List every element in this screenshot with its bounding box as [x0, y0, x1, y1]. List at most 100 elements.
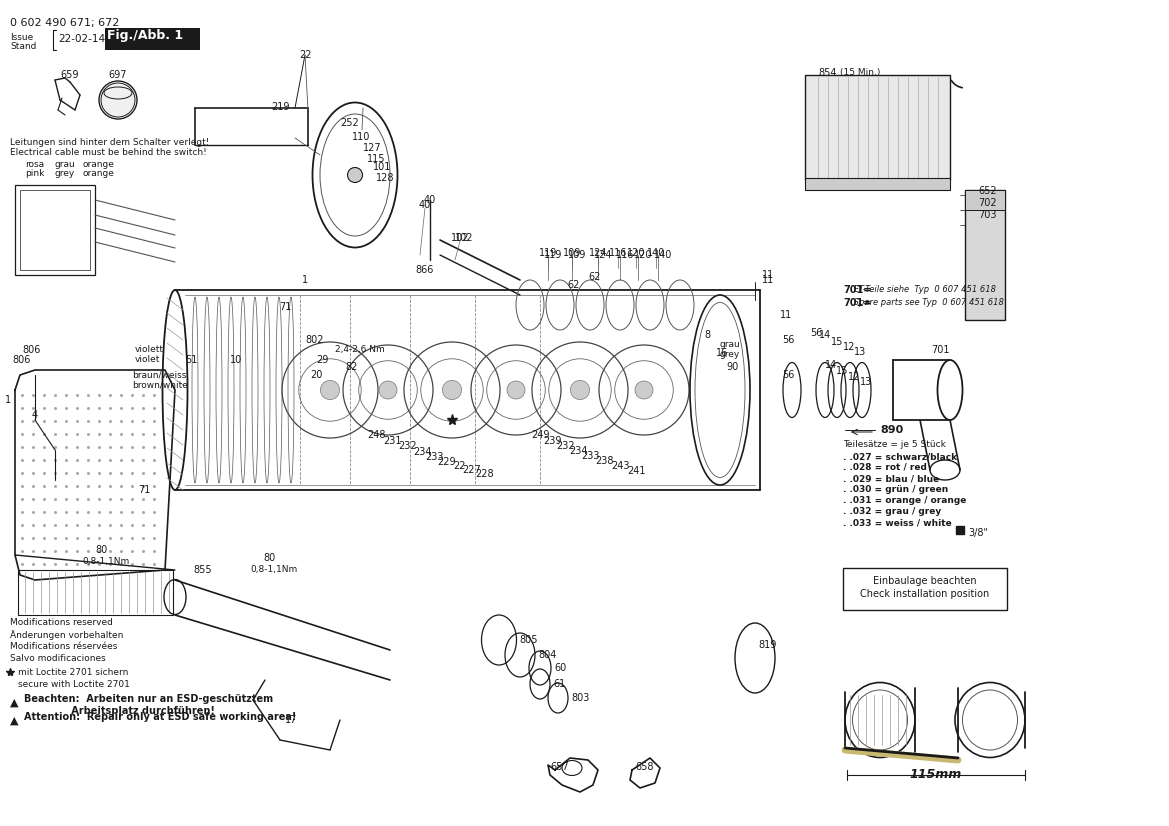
Text: 80: 80 [263, 553, 275, 563]
Text: Einbaulage beachten: Einbaulage beachten [873, 576, 977, 586]
Text: 12: 12 [843, 342, 856, 352]
Text: 890: 890 [880, 425, 904, 435]
Text: 20: 20 [310, 370, 323, 380]
Text: 802: 802 [305, 335, 324, 345]
Text: 16: 16 [715, 348, 728, 358]
Text: 232: 232 [556, 441, 575, 451]
Text: 110: 110 [352, 132, 371, 142]
Text: braun/weiss: braun/weiss [132, 370, 186, 379]
Bar [20, 190, 90, 270]
Text: 702: 702 [978, 198, 997, 208]
Text: . .028 = rot / red: . .028 = rot / red [843, 463, 927, 472]
Bar [15, 185, 95, 275]
Text: ▲: ▲ [11, 698, 19, 708]
Ellipse shape [320, 381, 340, 400]
Text: 116: 116 [609, 248, 628, 258]
Text: 0,8-1,1Nm: 0,8-1,1Nm [82, 557, 130, 566]
Text: 11: 11 [762, 275, 774, 285]
Text: 127: 127 [364, 143, 381, 153]
Text: 231: 231 [383, 436, 402, 446]
Text: 2,4-2,6 Nm: 2,4-2,6 Nm [336, 345, 385, 354]
Text: 124: 124 [594, 250, 613, 260]
Ellipse shape [442, 381, 462, 400]
Text: 14: 14 [818, 330, 831, 340]
Text: 22: 22 [454, 461, 466, 471]
Text: 62: 62 [588, 272, 601, 282]
Text: 241: 241 [628, 466, 646, 476]
Text: 854: 854 [818, 68, 837, 78]
Text: 90: 90 [726, 362, 739, 372]
Text: 56: 56 [782, 370, 794, 380]
Text: 60: 60 [554, 663, 566, 673]
Ellipse shape [570, 381, 589, 400]
Text: 248: 248 [368, 430, 386, 440]
Text: 115: 115 [367, 154, 386, 164]
Text: 40: 40 [419, 200, 431, 210]
Text: 252: 252 [340, 118, 359, 128]
Text: 658: 658 [636, 762, 655, 772]
Text: violett: violett [134, 345, 164, 354]
Text: Salvo modificaciones: Salvo modificaciones [11, 654, 105, 663]
Ellipse shape [507, 381, 525, 399]
Text: . .032 = grau / grey: . .032 = grau / grey [843, 507, 941, 516]
Text: orange: orange [82, 160, 113, 169]
Text: Beachten:  Arbeiten nur an ESD-geschütztem: Beachten: Arbeiten nur an ESD-geschützte… [25, 694, 274, 704]
Text: 15: 15 [836, 366, 849, 376]
Text: 652: 652 [978, 186, 997, 196]
Text: 805: 805 [519, 635, 538, 645]
Text: 119: 119 [539, 248, 558, 258]
Text: 120: 120 [627, 248, 645, 258]
Text: 62: 62 [568, 280, 580, 290]
Text: 701=: 701= [843, 298, 871, 308]
Text: Spare parts see Typ  0 607 451 618: Spare parts see Typ 0 607 451 618 [851, 298, 1004, 307]
Text: Electrical cable must be behind the switch!: Electrical cable must be behind the swit… [11, 148, 207, 157]
Text: 229: 229 [437, 457, 456, 467]
Text: 109: 109 [562, 248, 581, 258]
Text: 109: 109 [568, 250, 587, 260]
Text: 803: 803 [570, 693, 589, 703]
FancyBboxPatch shape [843, 568, 1007, 610]
Text: . .029 = blau / blue: . .029 = blau / blue [843, 474, 939, 483]
Text: 806: 806 [22, 345, 41, 355]
Text: Modifications reserved: Modifications reserved [11, 618, 113, 627]
Text: 701: 701 [931, 345, 949, 355]
Text: Check installation position: Check installation position [860, 589, 990, 599]
Ellipse shape [101, 83, 134, 117]
Text: 13: 13 [860, 377, 872, 387]
Text: . .027 = schwarz/black: . .027 = schwarz/black [843, 452, 957, 461]
Text: ▲: ▲ [11, 716, 19, 726]
Text: mit Loctite 2701 sichern: mit Loctite 2701 sichern [18, 668, 129, 677]
Text: 116: 116 [616, 250, 635, 260]
Text: grey: grey [720, 350, 740, 359]
Bar [805, 75, 950, 180]
Ellipse shape [635, 381, 653, 399]
Text: brown/white: brown/white [132, 380, 188, 389]
Text: grau: grau [55, 160, 75, 169]
Bar [964, 190, 1005, 320]
Text: 56: 56 [810, 328, 822, 338]
Text: 219: 219 [271, 102, 289, 112]
Text: Fig./Abb. 1: Fig./Abb. 1 [108, 29, 184, 42]
Text: 703: 703 [978, 210, 996, 220]
Text: 697: 697 [109, 70, 127, 80]
Text: 4: 4 [32, 410, 39, 420]
Text: 228: 228 [476, 469, 494, 479]
Text: 124: 124 [589, 248, 607, 258]
Text: 232: 232 [399, 441, 417, 451]
Text: 119: 119 [544, 250, 562, 260]
Text: 239: 239 [544, 436, 562, 446]
Text: 102: 102 [451, 233, 469, 243]
Text: 701=: 701= [843, 285, 871, 295]
Text: 12: 12 [848, 372, 860, 382]
Text: 866: 866 [416, 265, 434, 275]
Text: 0 602 490 671; 672: 0 602 490 671; 672 [11, 18, 119, 28]
Text: 14: 14 [825, 360, 837, 370]
Text: 17: 17 [285, 715, 297, 725]
Text: 40: 40 [424, 195, 436, 205]
Text: pink: pink [26, 169, 44, 178]
Text: 659: 659 [61, 70, 79, 80]
Text: 128: 128 [376, 173, 394, 183]
Text: 71: 71 [279, 302, 291, 312]
Text: 22: 22 [299, 50, 311, 60]
Text: 1: 1 [302, 275, 309, 285]
